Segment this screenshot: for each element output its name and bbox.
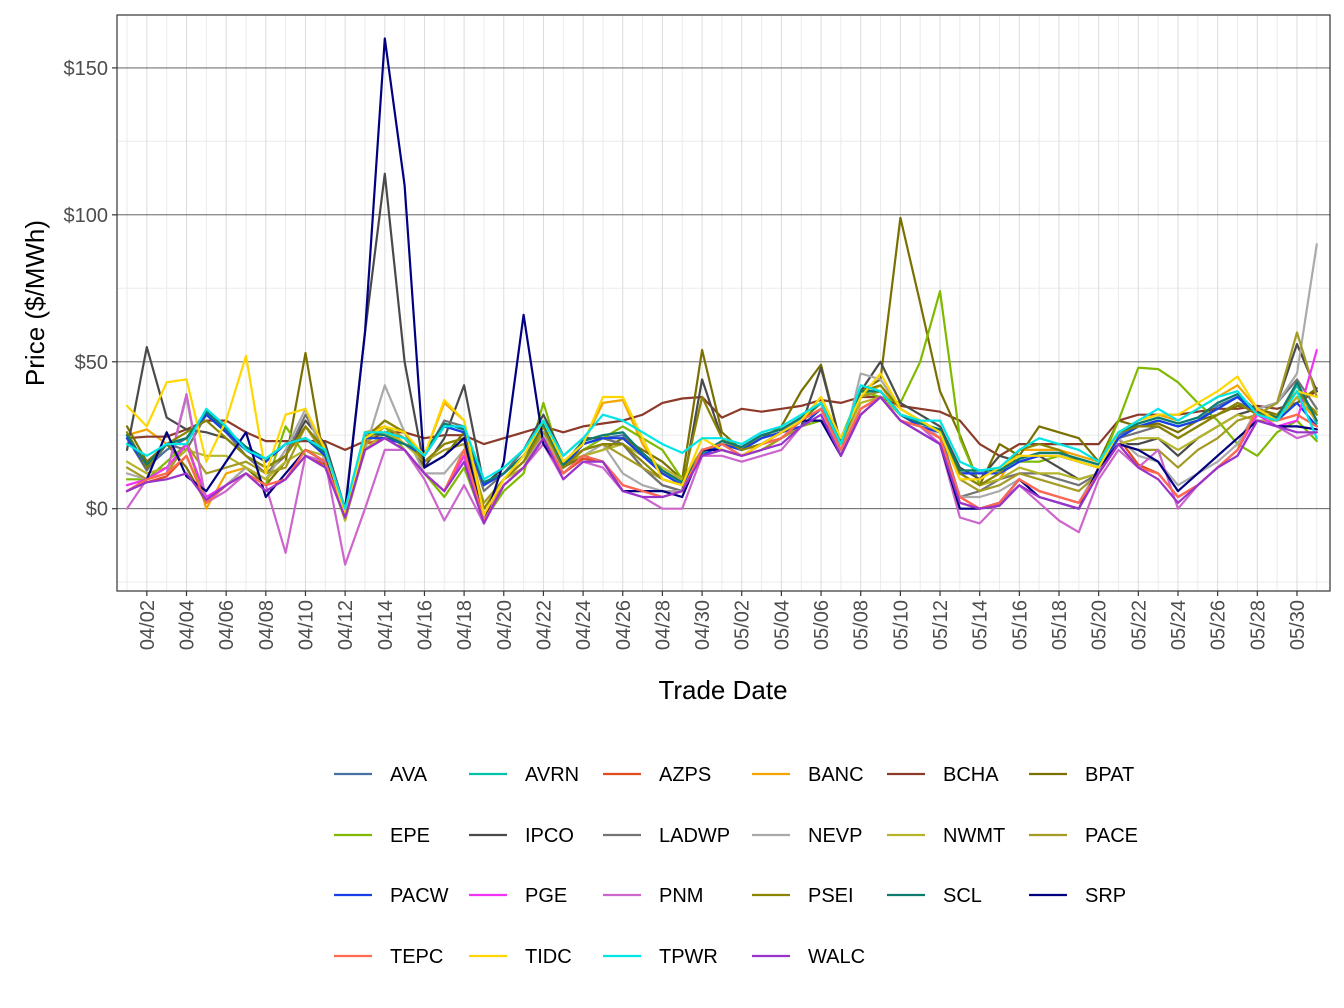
x-tick-label: 05/18	[1049, 600, 1071, 650]
x-tick-label: 04/10	[295, 600, 317, 650]
x-tick-label: 04/02	[137, 600, 159, 650]
x-tick-label: 05/24	[1168, 600, 1190, 650]
series-line-tpwr	[125, 384, 1318, 510]
x-tick-label: 05/14	[970, 600, 992, 650]
x-tick-label: 05/22	[1128, 600, 1150, 650]
legend-label-pacw: PACW	[390, 885, 449, 907]
y-axis-title: Price ($/MWh)	[20, 220, 50, 386]
legend-label-nwmt: NWMT	[943, 825, 1005, 847]
legend-label-walc: WALC	[808, 946, 865, 968]
series-lines	[125, 37, 1318, 566]
series-line-walc	[125, 395, 1318, 525]
x-axis-title: Trade Date	[658, 675, 787, 705]
legend-label-ipco: IPCO	[525, 825, 574, 847]
x-tick-label: 05/04	[771, 600, 793, 650]
x-tick-label: 05/12	[930, 600, 952, 650]
legend-label-nevp: NEVP	[808, 825, 862, 847]
legend-label-tpwr: TPWR	[659, 946, 718, 968]
plot-border	[116, 14, 1331, 592]
legend-label-psei: PSEI	[808, 885, 854, 907]
x-tick-label: 04/20	[494, 600, 516, 650]
legend: AVA AVRN AZPS BANC BCHA BPAT EPE IPCO LADWP NEVP N…	[334, 764, 1138, 968]
x-tick-label: 05/30	[1287, 600, 1309, 650]
legend-label-pace: PACE	[1085, 825, 1138, 847]
x-tick-label: 04/22	[533, 600, 555, 650]
legend-label-azps: AZPS	[659, 764, 711, 786]
legend-label-ladwp: LADWP	[659, 825, 730, 847]
legend-label-avrn: AVRN	[525, 764, 579, 786]
y-axis: $0 $50 $100 $150	[64, 58, 117, 521]
legend-label-banc: BANC	[808, 764, 864, 786]
y-tick-label: $0	[86, 499, 108, 521]
x-tick-label: 05/16	[1009, 600, 1031, 650]
legend-label-bpat: BPAT	[1085, 764, 1134, 786]
x-tick-label: 05/26	[1208, 600, 1230, 650]
x-tick-label: 05/02	[732, 600, 754, 650]
y-tick-label: $50	[75, 352, 108, 374]
x-tick-label: 04/28	[652, 600, 674, 650]
x-tick-label: 05/06	[811, 600, 833, 650]
x-tick-label: 05/10	[890, 600, 912, 650]
legend-label-bcha: BCHA	[943, 764, 999, 786]
x-tick-label: 04/08	[256, 600, 278, 650]
legend-label-tepc: TEPC	[390, 946, 443, 968]
x-tick-label: 04/16	[414, 600, 436, 650]
x-tick-label: 04/30	[692, 600, 714, 650]
legend-label-srp: SRP	[1085, 885, 1126, 907]
x-tick-label: 05/08	[851, 600, 873, 650]
legend-label-pnm: PNM	[659, 885, 703, 907]
x-tick-label: 05/20	[1089, 600, 1111, 650]
x-tick-label: 05/28	[1247, 600, 1269, 650]
y-tick-label: $100	[64, 205, 109, 227]
legend-label-epe: EPE	[390, 825, 430, 847]
x-tick-label: 04/06	[216, 600, 238, 650]
x-tick-label: 04/24	[573, 600, 595, 650]
x-tick-label: 04/26	[613, 600, 635, 650]
legend-label-scl: SCL	[943, 885, 982, 907]
legend-label-tidc: TIDC	[525, 946, 572, 968]
y-tick-label: $150	[64, 58, 109, 80]
x-tick-label: 04/18	[454, 600, 476, 650]
x-tick-label: 04/14	[375, 600, 397, 650]
x-axis: 04/02 04/04 04/06 04/08 04/10 04/12 04/14 04/16…	[137, 591, 1309, 650]
x-tick-label: 04/04	[176, 600, 198, 650]
x-tick-label: 04/12	[335, 600, 357, 650]
legend-label-ava: AVA	[390, 764, 428, 786]
legend-label-pge: PGE	[525, 885, 567, 907]
plot-background	[117, 15, 1330, 591]
